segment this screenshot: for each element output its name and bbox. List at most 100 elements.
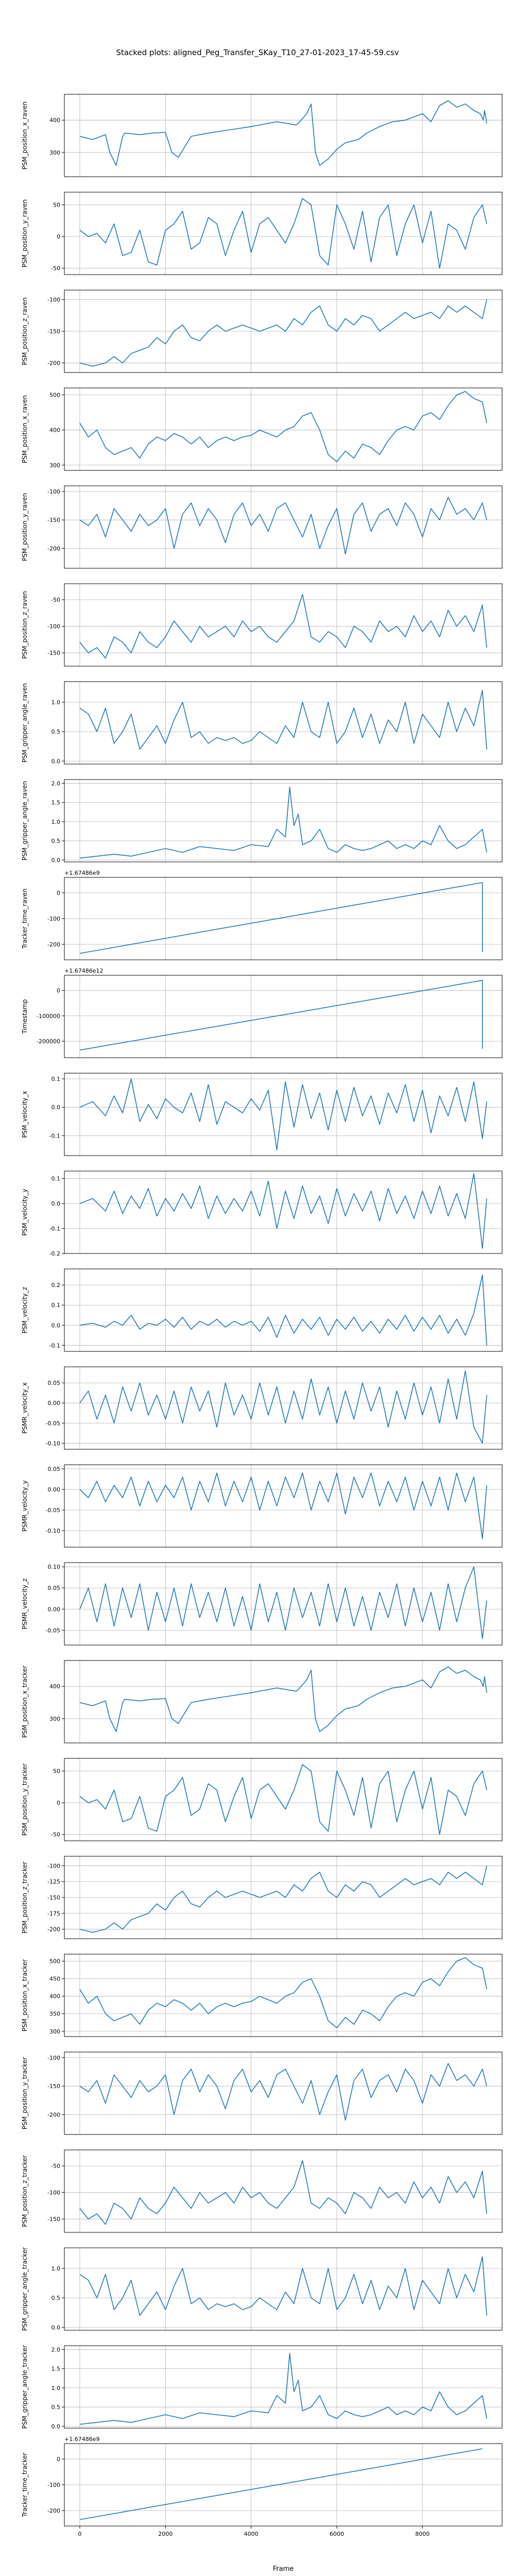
y-axis-label: PSM_velocity_x: [21, 1091, 28, 1138]
series-line: [79, 1370, 487, 1444]
y-tick-label: 1.5: [52, 2366, 61, 2372]
y-tick-label: -0.05: [46, 1627, 60, 1634]
y-tick-label: -50: [51, 1832, 60, 1838]
y-tick-label: 1.0: [52, 819, 61, 825]
y-tick-label: -150: [47, 517, 60, 523]
y-axis-label: PSM_position_z_raven: [21, 297, 28, 365]
series-line: [79, 100, 487, 166]
y-tick-label: 1.0: [52, 2265, 61, 2272]
axes-frame: [64, 290, 503, 373]
axes-frame: [64, 387, 503, 471]
y-axis-label: PSM_gripper_angle_tracker: [21, 2247, 28, 2331]
y-tick-label: -150: [47, 328, 60, 335]
y-tick-label: 300: [49, 2028, 60, 2035]
y-tick-label: -100: [47, 2482, 60, 2488]
axes-frame: [64, 2345, 503, 2429]
y-tick-label: 1.0: [52, 2385, 61, 2392]
y-axis-label: PSM_velocity_z: [21, 1287, 28, 1333]
y-tick-label: 0.1: [52, 1302, 61, 1309]
subplot-21: -100 -150 -200 PSM_position_y_tracker: [21, 2052, 503, 2135]
series-line: [79, 1957, 487, 2028]
y-tick-label: 0.5: [52, 838, 61, 844]
axes-frame: [64, 1856, 503, 1939]
y-tick-label: 0.0: [52, 1322, 61, 1329]
subplot-15: 0.05 0.00 -0.05 -0.10 PSMR_velocity_y: [21, 1464, 503, 1548]
subplot-19: -100 -125 -150 -175 -200 PSM_position_z_track…: [21, 1856, 503, 1939]
y-tick-label: -100: [47, 623, 60, 630]
y-axis-label: PSM_position_x_tracker: [21, 1666, 28, 1738]
y-tick-label: 300: [49, 462, 60, 469]
subplot-7: 1.0 0.5 0.0 PSM_gripper_angle_raven: [21, 681, 503, 765]
y-tick-label: 0.1: [52, 1076, 61, 1082]
subplot-22: -50 -100 -150 PSM_position_z_tracker: [21, 2149, 503, 2233]
y-tick-label: 450: [49, 1976, 60, 1982]
y-tick-label: -0.2: [49, 1250, 60, 1257]
y-tick-label: 0.0: [52, 857, 61, 863]
subplot-24: 2.0 1.5 1.0 0.5 0.0 PSM_gripper_angle_tracker: [21, 2345, 503, 2430]
y-tick-label: -200: [47, 2111, 60, 2118]
series-line: [79, 497, 487, 555]
axes-frame: [64, 583, 503, 667]
y-tick-label: -100: [47, 2190, 60, 2196]
subplot-4: 500 400 300 PSM_position_x_raven: [21, 387, 503, 471]
series-line: [79, 1173, 487, 1249]
y-tick-label: -200: [47, 1926, 60, 1933]
series-line: [79, 2063, 487, 2121]
subplot-13: 0.2 0.1 0.0 -0.1 PSM_velocity_z: [21, 1268, 503, 1352]
y-tick-label: 0.5: [52, 2404, 61, 2411]
y-tick-label: 0.2: [52, 1282, 61, 1289]
y-tick-label: 0: [57, 890, 60, 896]
y-tick-label: 500: [49, 1958, 60, 1965]
y-axis-label: PSMR_velocity_x: [21, 1382, 28, 1434]
y-axis-label: PSM_gripper_angle_raven: [21, 781, 28, 860]
axes-frame: [64, 975, 503, 1058]
series-line: [79, 198, 487, 269]
y-tick-label: 0.10: [48, 1564, 61, 1570]
axes-frame: [64, 1171, 503, 1254]
series-line: [79, 391, 487, 462]
y-tick-label: 0.1: [52, 1176, 61, 1182]
series-line: [79, 1472, 487, 1539]
y-tick-label: 0.5: [52, 2295, 61, 2301]
figure-title: Stacked plots: aligned_Peg_Transfer_SKay…: [116, 48, 399, 58]
y-tick-label: 0.0: [52, 2423, 61, 2430]
y-axis-label: PSM_position_x_tracker: [21, 1959, 28, 2031]
y-axis-label: PSMR_velocity_y: [21, 1480, 28, 1532]
y-tick-label: -100: [47, 2055, 60, 2061]
y-tick-label: 0.00: [48, 1400, 61, 1406]
subplot-16: 0.10 0.05 0.00 -0.05 PSMR_velocity_z: [21, 1562, 503, 1646]
y-tick-label: -50: [51, 2163, 60, 2170]
series-line: [79, 1566, 487, 1639]
subplot-20: 500 450 400 350 300 PSM_position_x_tracker: [21, 1954, 503, 2037]
y-axis-label: PSM_gripper_angle_raven: [21, 683, 28, 762]
y-axis-label: PSM_position_z_tracker: [21, 2155, 28, 2227]
y-axis-label: PSM_position_y_raven: [21, 493, 28, 561]
y-tick-label: 400: [49, 117, 60, 124]
x-tick-label: 2000: [158, 2531, 173, 2537]
y-tick-label: 0.00: [48, 1486, 61, 1493]
axes-frame: [64, 94, 503, 177]
y-tick-label: 0: [57, 988, 60, 994]
y-axis-label: Tracker_time_tracker: [21, 2453, 28, 2518]
series-line: [79, 2256, 487, 2316]
subplot-23: 1.0 0.5 0.0 PSM_gripper_angle_tracker: [21, 2247, 503, 2331]
axes-frame: [64, 1660, 503, 1743]
y-tick-label: 2.0: [52, 780, 61, 787]
series-line: [79, 980, 483, 1050]
y-axis-label: PSM_position_x_raven: [21, 395, 28, 463]
y-tick-label: -100: [47, 916, 60, 922]
y-tick-label: -50: [51, 265, 60, 272]
y-tick-label: -0.1: [49, 1132, 60, 1139]
y-tick-label: 1.0: [52, 699, 61, 706]
offset-label: +1.67486e9: [64, 870, 99, 876]
axes-frame: [64, 681, 503, 765]
y-tick-label: -0.10: [46, 1528, 60, 1534]
y-tick-label: 0.00: [48, 1606, 61, 1613]
series-line: [79, 299, 487, 367]
subplot-18: 50 0 -50 PSM_position_y_tracker: [21, 1758, 503, 1841]
x-axis-label: Frame: [273, 2565, 294, 2573]
subplot-8: 2.0 1.5 1.0 0.5 0.0 PSM_gripper_angle_raven: [21, 779, 503, 863]
subplot-10: 0 -100000 -200000 Timestamp +1.67486e12: [21, 968, 503, 1058]
series-line: [79, 2353, 487, 2425]
axes-frame: [64, 2247, 503, 2331]
